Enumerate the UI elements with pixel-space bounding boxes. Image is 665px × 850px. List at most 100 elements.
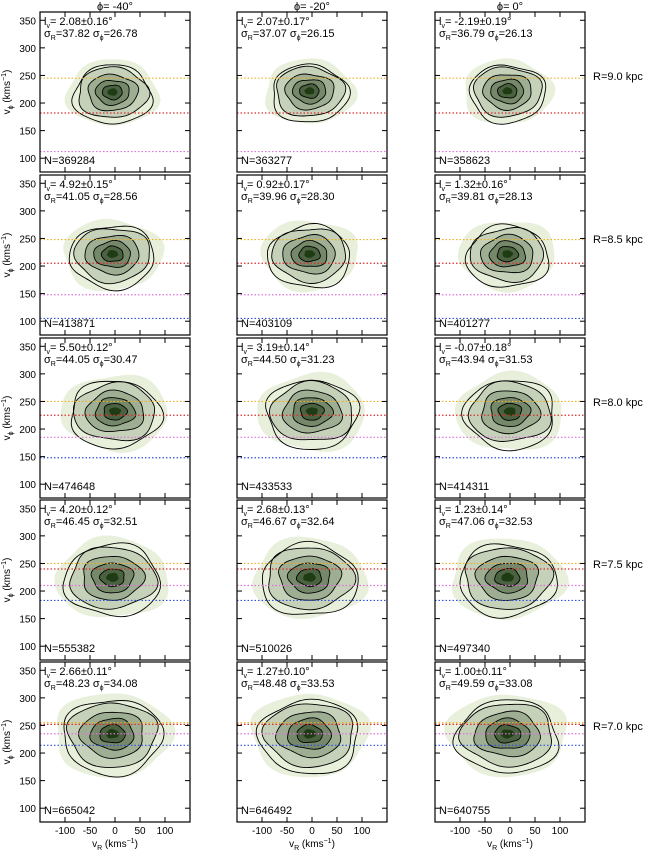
y-tick-label: 100 xyxy=(19,480,36,491)
panel-plot-area xyxy=(40,374,190,459)
panel-vertex-deviation: lv= 5.50±0.12° xyxy=(44,342,113,356)
panel-dispersions: σR=39.81 σϕ=28.13 xyxy=(439,191,533,205)
x-axis-label: vR (kms−1) xyxy=(487,838,533,850)
density-contour-level-6 xyxy=(303,729,317,739)
density-contour-level-6 xyxy=(106,728,119,739)
panel-dispersions: σR=46.67 σϕ=32.64 xyxy=(241,516,335,530)
y-tick-label: 100 xyxy=(19,804,36,815)
density-contour-outer xyxy=(71,64,154,125)
panel-vertex-deviation: lv= 3.19±0.14° xyxy=(241,342,310,356)
density-contour-outer xyxy=(273,63,351,123)
panel-vertex-deviation: lv= 4.92±0.15° xyxy=(44,179,113,193)
panel-dispersions: σR=37.07 σϕ=26.15 xyxy=(241,28,335,42)
x-tick-label: 0 xyxy=(112,826,118,837)
panel-r4-c0: lv= 2.66±0.11°σR=48.23 σϕ=34.08 N=665042 1… xyxy=(1,661,191,850)
column-title: ϕ= -20° xyxy=(294,1,330,13)
panel-dispersions: σR=43.94 σϕ=31.53 xyxy=(439,354,533,368)
panel-star-count: N=555382 xyxy=(44,643,95,655)
y-tick-label: 300 xyxy=(19,532,36,543)
panel-star-count: N=640755 xyxy=(439,805,490,817)
y-tick-label: 350 xyxy=(19,179,36,190)
panel-plot-area xyxy=(237,693,387,778)
density-contour-level-6 xyxy=(107,88,118,96)
density-contour-outer xyxy=(464,223,550,288)
row-label: R=9.0 kpc xyxy=(593,71,643,83)
x-tick-label: -50 xyxy=(83,826,98,837)
y-axis-label: vϕ (kms−1) xyxy=(1,396,15,441)
y-tick-label: 100 xyxy=(19,317,36,328)
panel-vertex-deviation: lv= 4.20±0.12° xyxy=(44,504,113,518)
density-contour-outer xyxy=(68,225,155,292)
density-contour-outer xyxy=(459,543,558,619)
panel-star-count: N=363277 xyxy=(241,155,292,167)
panel-r1-c1: lv= 0.92±0.17°σR=39.96 σϕ=28.30 N=403109 xyxy=(236,174,388,336)
panel-r1-c0: lv= 4.92±0.15°σR=41.05 σϕ=28.56 N=413871 1… xyxy=(1,174,191,336)
x-tick-label: 50 xyxy=(529,826,541,837)
panel-plot-area xyxy=(237,371,387,459)
panel-dispersions: σR=44.05 σϕ=30.47 xyxy=(44,354,138,368)
panel-plot-area xyxy=(237,58,387,153)
y-tick-label: 350 xyxy=(19,666,36,677)
panel-star-count: N=369284 xyxy=(44,155,95,167)
x-tick-label: 50 xyxy=(331,826,343,837)
panel-plot-area xyxy=(435,58,585,153)
panel-dispersions: σR=48.48 σϕ=33.53 xyxy=(241,678,335,692)
x-axis-label: vR (kms−1) xyxy=(289,838,335,850)
x-tick-label: 100 xyxy=(552,826,569,837)
density-contour-outer xyxy=(70,380,165,450)
y-tick-label: 200 xyxy=(19,425,36,436)
panel-plot-area xyxy=(40,693,190,779)
panel-vertex-deviation: lv= 2.07±0.17° xyxy=(241,16,310,30)
panel-plot-area xyxy=(40,535,190,618)
panel-plot-area xyxy=(40,59,190,153)
panel-vertex-deviation: lv= 1.32±0.16° xyxy=(439,179,508,193)
panel-r2-c0: lv= 5.50±0.12°σR=44.05 σϕ=30.47 N=474648 1… xyxy=(1,337,191,499)
y-tick-label: 300 xyxy=(19,370,36,381)
panel-plot-area xyxy=(435,694,585,778)
panel-r2-c1: lv= 3.19±0.14°σR=44.50 σϕ=31.23 N=433533 xyxy=(236,337,388,499)
panel-dispersions: σR=46.45 σϕ=32.51 xyxy=(44,516,138,530)
y-tick-label: 300 xyxy=(19,694,36,705)
panel-plot-area xyxy=(435,370,585,459)
row-label: R=8.5 kpc xyxy=(593,234,643,246)
density-contour-level-6 xyxy=(502,250,514,258)
y-tick-label: 150 xyxy=(19,777,36,788)
panel-dispersions: σR=39.96 σϕ=28.30 xyxy=(241,191,335,205)
panel-dispersions: σR=48.23 σϕ=34.08 xyxy=(44,678,138,692)
x-tick-label: -100 xyxy=(252,826,272,837)
density-contour-level-6 xyxy=(303,572,316,582)
panel-star-count: N=358623 xyxy=(439,155,490,167)
y-tick-label: 100 xyxy=(19,154,36,165)
density-contour-outer xyxy=(63,700,165,778)
x-tick-label: 100 xyxy=(157,826,174,837)
density-contour-level-6 xyxy=(106,572,119,582)
panel-vertex-deviation: lv= 2.68±0.13° xyxy=(241,504,310,518)
row-label: R=7.0 kpc xyxy=(593,721,643,733)
panel-star-count: N=433533 xyxy=(241,481,292,493)
y-tick-label: 300 xyxy=(19,207,36,218)
y-tick-label: 200 xyxy=(19,587,36,598)
y-tick-label: 200 xyxy=(19,749,36,760)
column-title: ϕ= -40° xyxy=(97,1,133,13)
panel-vertex-deviation: lv= 0.92±0.17° xyxy=(241,179,310,193)
density-contour-outer xyxy=(265,379,361,450)
x-tick-label: 100 xyxy=(354,826,371,837)
panel-star-count: N=413871 xyxy=(44,318,95,330)
y-axis-label: vϕ (kms−1) xyxy=(1,70,15,115)
panel-vertex-deviation: lv= 1.23±0.14° xyxy=(439,504,508,518)
x-axis-label: vR (kms−1) xyxy=(92,838,138,850)
panel-r3-c0: lv= 4.20±0.12°σR=46.45 σϕ=32.51 N=555382 1… xyxy=(1,499,191,661)
y-axis-label: vϕ (kms−1) xyxy=(1,720,15,765)
x-tick-label: 50 xyxy=(134,826,146,837)
y-tick-label: 150 xyxy=(19,127,36,138)
panel-plot-area xyxy=(237,220,387,320)
panel-dispersions: σR=44.50 σϕ=31.23 xyxy=(241,354,335,368)
y-tick-label: 200 xyxy=(19,262,36,273)
panel-dispersions: σR=41.05 σϕ=28.56 xyxy=(44,191,138,205)
x-tick-label: -50 xyxy=(478,826,493,837)
panel-vertex-deviation: lv= 2.66±0.11° xyxy=(44,666,112,680)
panel-star-count: N=665042 xyxy=(44,805,95,817)
panel-plot-area xyxy=(435,538,585,620)
y-axis-label: vϕ (kms−1) xyxy=(1,558,15,603)
